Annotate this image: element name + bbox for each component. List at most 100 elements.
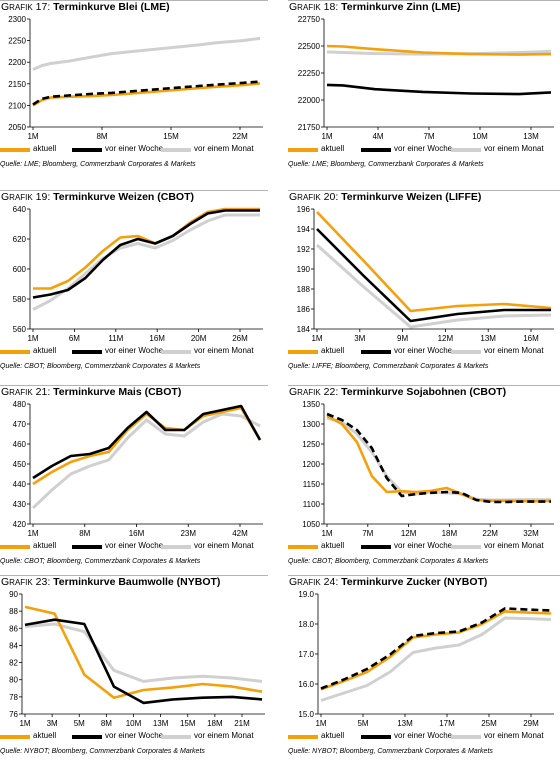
series-line-vor-einem-monat [315, 243, 552, 329]
y-tick-label: 480 [13, 400, 27, 409]
x-tick-label: 1M [27, 334, 38, 343]
y-tick-label: 430 [13, 500, 27, 509]
y-tick-label: 86 [9, 624, 18, 633]
line-chart: 184 186 188 190 192 194 196 1M 3M 9M 12M 13M 16M [297, 205, 554, 343]
chart-number: 23: [32, 576, 54, 588]
series-line-vor-einem-monat [31, 412, 261, 510]
y-tick-label: 560 [13, 325, 27, 334]
legend-swatch [288, 545, 318, 549]
legend-label: aktuell [33, 144, 57, 153]
x-tick-label: 22M [232, 132, 248, 141]
legend-label: vor einer Woche [105, 731, 164, 740]
legend-swatch [72, 148, 102, 152]
chart-title: GRAFIK 21: Terminkurve Mais (CBOT) [1, 386, 181, 398]
chart-title-text: Terminkurve Weizen (LIFFE) [341, 191, 482, 203]
series-line-vor-einer-woche [316, 228, 551, 323]
x-tick-label: 32M [523, 529, 539, 538]
y-tick-label: 22500 [298, 42, 321, 51]
x-tick-label: 25M [481, 719, 497, 728]
y-tick-label: 22750 [298, 15, 321, 24]
legend-swatch [72, 545, 102, 549]
legend-label: aktuell [33, 541, 57, 550]
legend-swatch [361, 350, 391, 354]
series-line-vor-einem-monat [326, 49, 552, 56]
legend-swatch [72, 735, 102, 739]
x-tick-label: 18M [442, 529, 458, 538]
y-tick-label: 1150 [303, 480, 321, 489]
chart-title-text: Terminkurve Sojabohnen (CBOT) [341, 386, 507, 398]
y-tick-label: 21750 [298, 123, 321, 132]
x-tick-label: 20M [191, 334, 207, 343]
chart-legend: aktuell vor einer Woche vor einem Monat [288, 144, 560, 156]
legend-swatch [451, 350, 481, 354]
y-tick-label: 186 [297, 305, 311, 314]
chart-legend: aktuell vor einer Woche vor einem Monat [0, 731, 268, 743]
x-tick-label: 26M [232, 334, 248, 343]
x-tick-label: 4M [372, 132, 383, 141]
line-chart: 560 580 600 620 640 1M 6M 11M 16M 20M 26M [13, 205, 263, 343]
legend-label: vor einem Monat [484, 144, 544, 153]
legend-swatch [0, 735, 30, 739]
chart-panel-24: GRAFIK 24: Terminkurve Zucker (NYBOT) 15.… [288, 575, 560, 767]
chart-number: 24: [320, 576, 342, 588]
x-tick-label: 1M [321, 529, 332, 538]
line-chart: 420 430 440 450 460 470 480 1M 8M 16M 23M 42M [13, 400, 263, 538]
chart-source: Quelle: LIFFE; Bloomberg, Commerzbank Co… [288, 363, 489, 370]
legend-swatch [288, 350, 318, 354]
series-line-aktuell [316, 211, 552, 313]
chart-label-prefix: G [1, 576, 10, 588]
y-tick-label: 15.0 [298, 710, 314, 719]
legend-swatch [451, 545, 481, 549]
x-tick-label: 3M [354, 334, 365, 343]
x-tick-label: 5M [357, 719, 368, 728]
chart-number: 18: [320, 1, 342, 13]
chart-legend: aktuell vor einer Woche vor einem Monat [0, 346, 268, 358]
x-tick-label: 10M [126, 719, 142, 728]
series-line-vor-einer-woche [326, 412, 551, 504]
legend-label: vor einem Monat [194, 144, 254, 153]
x-tick-label: 22M [482, 529, 498, 538]
chart-title: GRAFIK 17: Terminkurve Blei (LME) [1, 1, 170, 13]
chart-legend: aktuell vor einer Woche vor einem Monat [288, 541, 560, 553]
x-tick-label: 23M [180, 529, 196, 538]
y-tick-label: 2100 [8, 101, 26, 110]
x-tick-label: 21M [234, 719, 250, 728]
chart-title-text: Terminkurve Weizen (CBOT) [53, 191, 194, 203]
legend-label: vor einem Monat [194, 731, 254, 740]
chart-title: GRAFIK 23: Terminkurve Baumwolle (NYBOT) [1, 576, 220, 588]
chart-title-text: Terminkurve Baumwolle (NYBOT) [53, 576, 221, 588]
series-line-vor-einer-woche [326, 83, 552, 96]
series-line-aktuell [33, 207, 260, 290]
chart-title-text: Terminkurve Zucker (NYBOT) [341, 576, 488, 588]
y-tick-label: 16.0 [298, 680, 314, 689]
panel-top-rule [288, 575, 560, 576]
legend-label: vor einer Woche [394, 144, 453, 153]
y-tick-label: 196 [297, 205, 311, 214]
legend-label: vor einer Woche [105, 144, 164, 153]
y-tick-label: 76 [9, 710, 18, 719]
chart-panel-18: GRAFIK 18: Terminkurve Zinn (LME) 21750 22… [288, 0, 560, 180]
x-tick-label: 42M [232, 529, 248, 538]
y-tick-label: 190 [297, 265, 311, 274]
y-tick-label: 460 [13, 440, 27, 449]
chart-legend: aktuell vor einer Woche vor einem Monat [288, 346, 560, 358]
y-tick-label: 640 [13, 205, 27, 214]
y-tick-label: 90 [9, 590, 18, 599]
legend-label: vor einem Monat [484, 346, 544, 355]
legend-swatch [0, 148, 30, 152]
chart-panel-17: GRAFIK 17: Terminkurve Blei (LME) 2050 210… [0, 0, 268, 180]
x-tick-label: 16M [523, 334, 539, 343]
y-tick-label: 2150 [8, 80, 26, 89]
series-line-aktuell [32, 406, 262, 486]
chart-label-prefix-small: RAFIK [297, 578, 321, 587]
x-tick-label: 7M [362, 529, 373, 538]
series-line-vor-einem-monat [32, 213, 260, 311]
legend-label: aktuell [321, 346, 345, 355]
chart-label-prefix-small: RAFIK [297, 193, 321, 202]
series-line-vor-einer-woche [32, 80, 261, 106]
series-line-vor-einem-monat [326, 416, 551, 502]
x-tick-label: 12M [438, 334, 454, 343]
y-tick-label: 1100 [303, 500, 321, 509]
chart-panel-20: GRAFIK 20: Terminkurve Weizen (LIFFE) 184… [288, 190, 560, 382]
legend-swatch [0, 545, 30, 549]
